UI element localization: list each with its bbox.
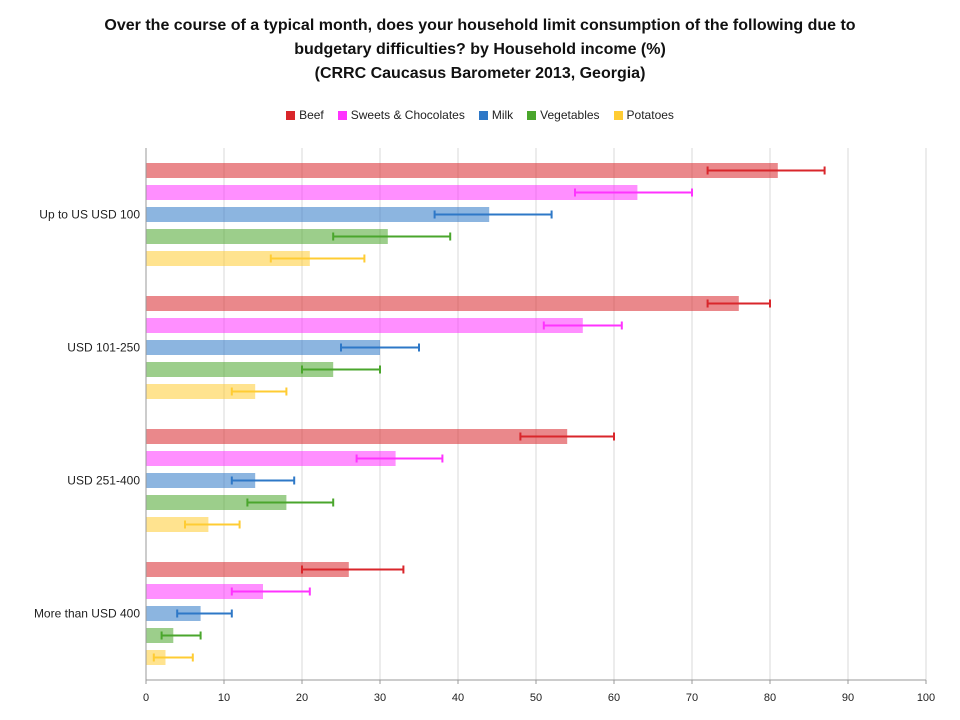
category-label: Up to US USD 100 [39,208,140,222]
x-tick-label: 100 [917,692,935,704]
bar [146,606,201,621]
legend-swatch [613,110,623,120]
legend-item-3: Vegetables [527,108,600,122]
category-label: USD 101-250 [67,341,140,355]
bar [146,163,778,178]
legend-label: Sweets & Chocolates [350,108,465,122]
legend-item-1: Sweets & Chocolates [337,108,465,122]
bar [146,473,256,488]
legend-label: Milk [491,108,514,122]
bar [146,207,490,222]
x-tick-label: 70 [686,692,698,704]
bar [146,296,739,311]
category-label: More than USD 400 [34,607,140,621]
legend-swatch [337,110,347,120]
bar [146,251,310,266]
bar [146,318,583,333]
legend: Beef Sweets & Chocolates Milk Vegetables Pot… [0,108,960,122]
title-line-1: Over the course of a typical month, does… [104,17,856,34]
legend-item-2: Milk [478,108,514,122]
title-line-3: (CRRC Caucasus Barometer 2013, Georgia) [314,65,646,82]
x-tick-label: 0 [143,692,149,704]
x-tick-label: 30 [374,692,386,704]
bar [146,517,209,532]
bar [146,451,396,466]
bar [146,429,568,444]
bar [146,340,380,355]
x-tick-label: 90 [842,692,854,704]
bar [146,229,388,244]
legend-label: Vegetables [540,108,600,122]
legend-swatch [527,110,537,120]
chart-title: Over the course of a typical month, does… [0,14,960,86]
x-tick-label: 20 [296,692,308,704]
legend-item-0: Beef [286,108,324,122]
title-line-2: budgetary difficulties? by Household inc… [294,41,666,58]
x-tick-label: 50 [530,692,542,704]
legend-item-4: Potatoes [613,108,674,122]
x-tick-label: 80 [764,692,776,704]
legend-swatch [478,110,488,120]
bar [146,628,174,643]
legend-swatch [286,110,296,120]
bar [146,562,349,577]
legend-label: Beef [299,108,324,122]
bar [146,362,334,377]
x-tick-label: 10 [218,692,230,704]
bar [146,495,287,510]
category-label: USD 251-400 [67,474,140,488]
bar [146,584,263,599]
x-tick-label: 60 [608,692,620,704]
x-tick-label: 40 [452,692,464,704]
bar [146,384,256,399]
legend-label: Potatoes [626,108,674,122]
bar [146,185,638,200]
